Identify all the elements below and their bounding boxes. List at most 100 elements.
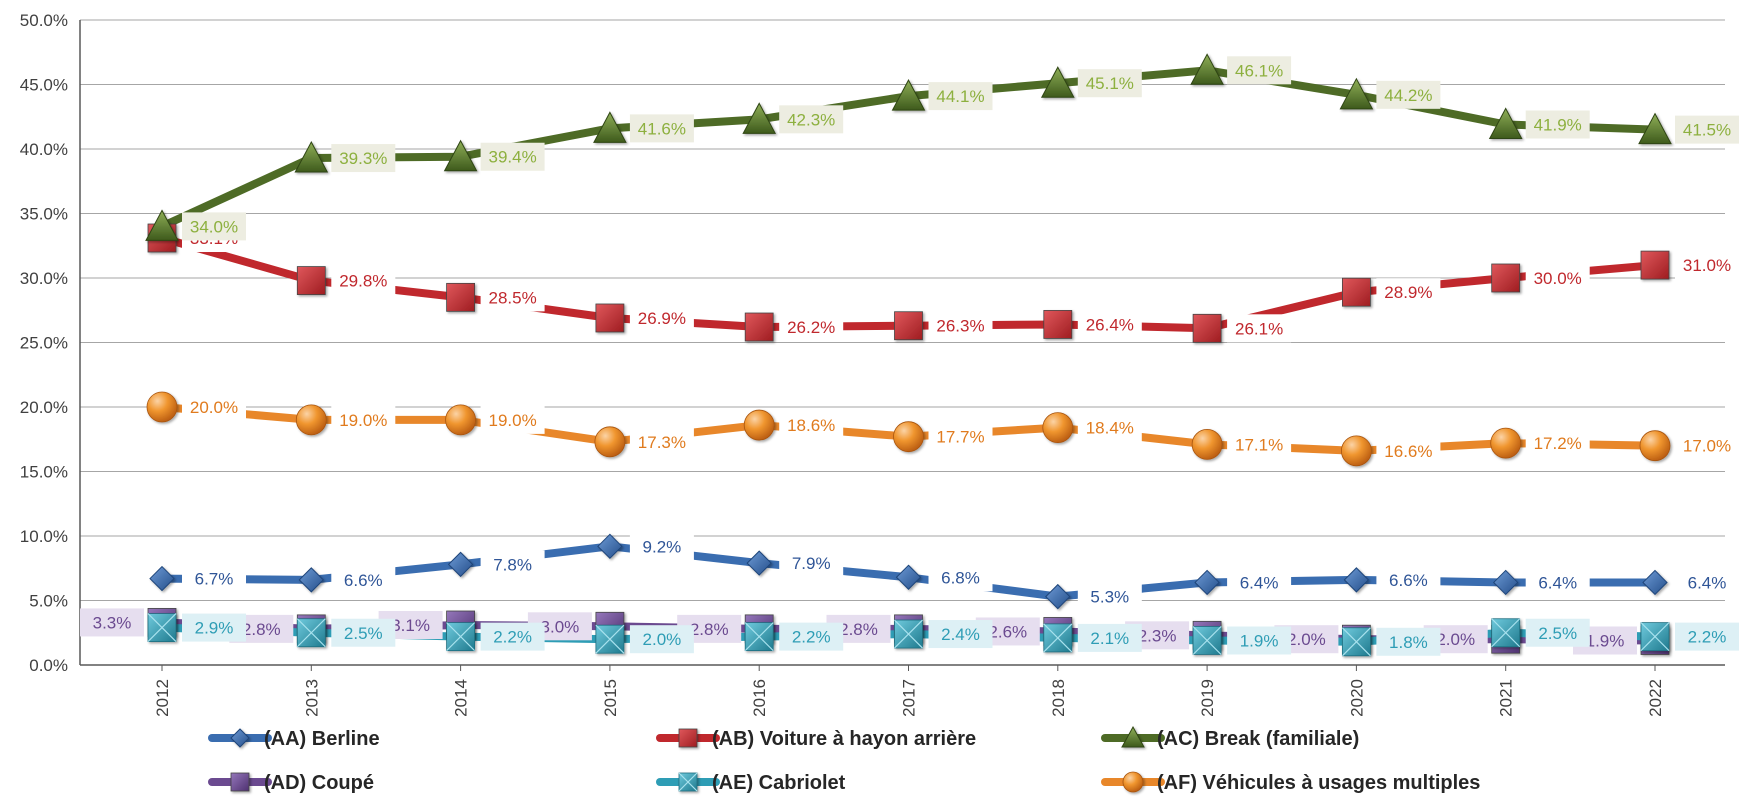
data-point-marker [1341, 627, 1371, 657]
legend-swatch-marker [1122, 771, 1144, 793]
data-label: 17.3% [629, 427, 694, 456]
data-labels: 6.7% 6.6% 7.8% 9.2% 7.9% 6.8% 5.3% 6.4% 6.6% 6.4%… [80, 56, 1739, 656]
data-label-box [1675, 431, 1739, 460]
data-label-text: 6.6% [1389, 571, 1428, 590]
data-label: 2.0% [629, 625, 694, 654]
data-label-box [331, 144, 396, 173]
legend-label: (AC) Break (familiale) [1157, 728, 1359, 750]
data-label-box [182, 212, 246, 241]
data-label-text: 28.9% [1384, 283, 1432, 302]
data-label-text: 2.8% [690, 620, 729, 639]
data-label: 44.1% [928, 82, 993, 111]
data-point-marker [1492, 569, 1519, 596]
data-label: 41.6% [629, 114, 694, 143]
data-label-box [928, 563, 993, 592]
data-label-text: 7.8% [493, 555, 532, 574]
data-label-box [80, 608, 144, 637]
data-label-text: 2.1% [1090, 629, 1129, 648]
x-tick-label: 2022 [1646, 679, 1665, 717]
data-label: 31.0% [1675, 251, 1739, 280]
data-label-box [928, 82, 993, 111]
y-tick-label: 0.0% [29, 656, 68, 675]
y-tick-label: 30.0% [20, 269, 68, 288]
data-point-marker [445, 404, 477, 436]
data-label-text: 6.8% [941, 568, 980, 587]
data-label-text: 30.0% [1534, 269, 1582, 288]
data-label: 26.9% [629, 303, 694, 332]
data-label-box [779, 549, 844, 578]
x-tick-label: 2014 [452, 679, 471, 717]
data-label-box [1376, 565, 1441, 594]
data-label: 2.2% [1675, 622, 1739, 651]
data-label: 17.2% [1525, 429, 1590, 458]
data-label-box [779, 411, 844, 440]
data-label: 6.8% [928, 563, 993, 592]
data-label-box [1675, 622, 1739, 651]
data-label: 28.5% [480, 283, 545, 312]
data-label-box [779, 105, 844, 134]
data-label-box [1227, 430, 1292, 459]
data-point-marker [1043, 310, 1073, 339]
data-label: 7.8% [480, 550, 545, 579]
data-label-text: 2.8% [242, 620, 281, 639]
data-label-text: 2.0% [1436, 630, 1475, 649]
x-tick-label: 2017 [900, 679, 919, 717]
data-label-text: 1.9% [1586, 631, 1625, 650]
data-point-marker [145, 209, 179, 241]
data-label-box [1227, 568, 1292, 597]
data-label: 2.2% [480, 622, 545, 651]
data-label-text: 42.3% [787, 110, 835, 129]
data-label: 29.8% [331, 266, 396, 295]
data-point-marker [1341, 435, 1372, 467]
data-point-marker [895, 564, 922, 590]
data-label-box [480, 550, 545, 579]
data-label: 41.5% [1675, 115, 1739, 144]
data-point-marker [1040, 66, 1075, 98]
legend-entry: (AA) Berline [208, 728, 380, 750]
data-point-marker [593, 111, 627, 143]
data-label-box [1376, 627, 1441, 656]
data-label: 18.6% [779, 411, 844, 440]
data-label-text: 41.9% [1534, 115, 1582, 134]
data-label-box [480, 142, 545, 171]
data-label-box [1077, 623, 1142, 652]
data-label-box [182, 564, 246, 593]
data-label: 26.3% [928, 311, 993, 340]
data-label-box [331, 405, 396, 434]
data-label-box [629, 532, 694, 561]
data-label-box [629, 114, 694, 143]
data-label: 44.2% [1376, 80, 1441, 109]
data-label-box [1525, 429, 1590, 458]
y-axis: 0.0% 5.0% 10.0% 15.0% 20.0% 25.0% 30.0% 35.0% 40… [20, 11, 81, 675]
data-label-text: 6.4% [1538, 573, 1577, 592]
data-label: 39.4% [480, 142, 545, 171]
y-tick-label: 15.0% [20, 463, 68, 482]
data-label: 6.4% [1525, 568, 1590, 597]
legend-entry: (AD) Coupé [208, 772, 374, 794]
data-label: 42.3% [779, 105, 844, 134]
data-label-text: 1.9% [1240, 631, 1279, 650]
data-point-marker [893, 421, 924, 453]
data-label-box [1227, 56, 1292, 85]
data-label-text: 3.1% [391, 616, 430, 635]
data-label-box [629, 625, 694, 654]
data-label-text: 6.4% [1688, 573, 1727, 592]
data-label-text: 2.5% [344, 624, 383, 643]
data-label: 26.1% [1227, 314, 1292, 343]
data-point-marker [447, 551, 474, 578]
data-point-marker [446, 282, 476, 312]
data-label-text: 26.2% [787, 318, 835, 337]
data-label: 3.3% [80, 608, 144, 637]
y-tick-label: 50.0% [20, 11, 68, 30]
data-point-marker [894, 311, 923, 341]
data-point-marker [1191, 429, 1223, 460]
data-label: 28.9% [1376, 278, 1441, 307]
legend-label: (AF) Véhicules à usages multiples [1157, 772, 1480, 794]
data-label: 30.0% [1525, 264, 1590, 292]
data-label-box [480, 283, 545, 312]
data-label-text: 2.2% [1688, 628, 1727, 647]
y-tick-label: 5.0% [29, 592, 68, 611]
data-label-text: 3.0% [541, 617, 580, 636]
data-label: 6.7% [182, 564, 246, 593]
